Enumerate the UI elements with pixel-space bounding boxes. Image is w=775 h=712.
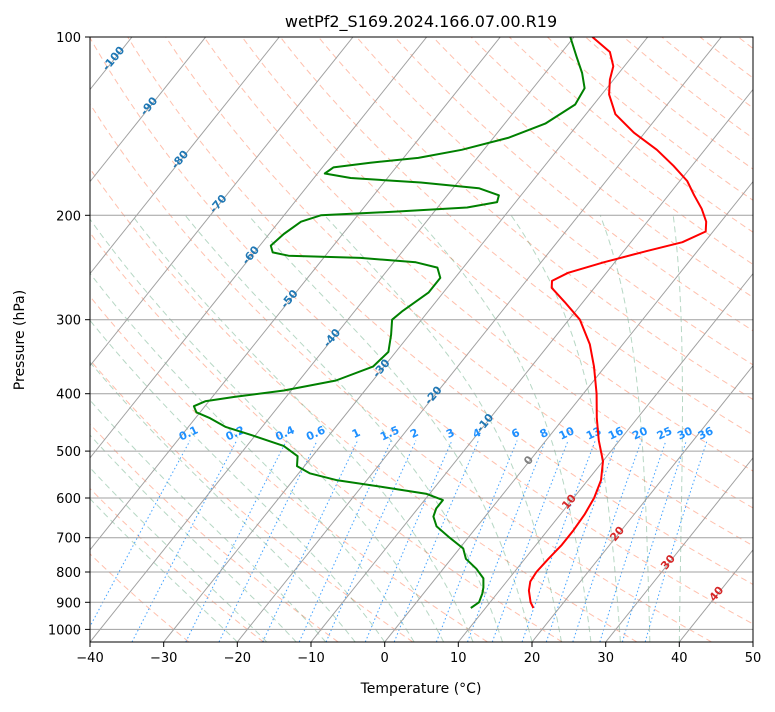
- x-tick-label: 30: [597, 651, 614, 666]
- x-axis-label: Temperature (°C): [360, 681, 482, 697]
- chart-title: wetPf2_S169.2024.166.07.00.R19: [285, 12, 557, 32]
- y-tick-label: 500: [56, 445, 81, 460]
- y-tick-label: 100: [56, 31, 81, 46]
- isotherm-line: [753, 37, 775, 642]
- x-tick-label: −10: [297, 651, 324, 666]
- y-tick-label: 1000: [48, 623, 81, 638]
- x-tick-label: 50: [745, 651, 762, 666]
- y-tick-label: 400: [56, 388, 81, 403]
- isotherm-line: [0, 37, 58, 642]
- x-tick-label: 40: [671, 651, 688, 666]
- x-tick-label: −30: [150, 651, 177, 666]
- x-tick-label: 20: [524, 651, 541, 666]
- y-tick-label: 700: [56, 532, 81, 547]
- y-tick-label: 200: [56, 209, 81, 224]
- x-tick-label: 10: [450, 651, 467, 666]
- y-tick-label: 800: [56, 566, 81, 581]
- y-tick-label: 300: [56, 314, 81, 329]
- x-tick-label: −40: [76, 651, 103, 666]
- x-tick-label: −20: [224, 651, 251, 666]
- x-tick-label: 0: [381, 651, 389, 666]
- y-axis-label: Pressure (hPa): [12, 290, 28, 390]
- y-tick-label: 600: [56, 492, 81, 507]
- y-tick-label: 900: [56, 596, 81, 611]
